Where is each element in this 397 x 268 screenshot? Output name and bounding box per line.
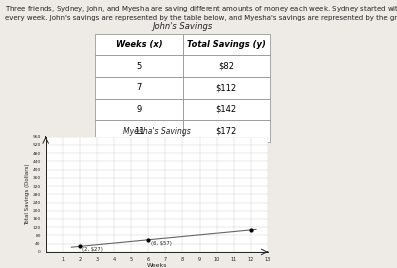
Text: (2, $27): (2, $27) xyxy=(83,247,103,252)
Y-axis label: Total Savings (Dollars): Total Savings (Dollars) xyxy=(25,163,30,225)
Text: John's Savings: John's Savings xyxy=(152,23,213,31)
Text: Three friends, Sydney, John, and Myesha are saving different amounts of money ea: Three friends, Sydney, John, and Myesha … xyxy=(5,4,397,14)
Title: Myesha's Savings: Myesha's Savings xyxy=(123,127,191,136)
Text: every week. John's savings are represented by the table below, and Myesha's savi: every week. John's savings are represent… xyxy=(5,15,397,21)
Text: (6, $57): (6, $57) xyxy=(151,241,172,246)
X-axis label: Weeks: Weeks xyxy=(146,263,167,268)
